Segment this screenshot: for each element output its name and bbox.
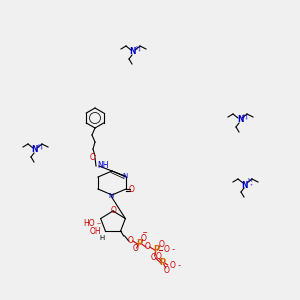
Text: O: O bbox=[164, 266, 169, 275]
Text: O: O bbox=[151, 254, 157, 262]
Text: HO: HO bbox=[83, 218, 95, 227]
Text: N: N bbox=[130, 47, 136, 56]
Text: ⁺: ⁺ bbox=[138, 50, 141, 56]
Text: P: P bbox=[136, 239, 143, 248]
Text: O: O bbox=[129, 184, 135, 194]
Text: N: N bbox=[122, 173, 128, 179]
Text: O: O bbox=[141, 234, 147, 243]
Text: ⁺: ⁺ bbox=[250, 184, 253, 188]
Text: P: P bbox=[154, 245, 160, 254]
Text: O: O bbox=[145, 242, 151, 251]
Text: N: N bbox=[108, 193, 114, 199]
Text: N: N bbox=[242, 181, 248, 190]
Text: N: N bbox=[32, 146, 38, 154]
Text: H: H bbox=[38, 143, 42, 148]
Text: H: H bbox=[136, 46, 140, 50]
Text: O: O bbox=[133, 244, 139, 253]
Text: P: P bbox=[160, 258, 166, 267]
Text: H: H bbox=[99, 235, 105, 241]
Text: N: N bbox=[237, 116, 243, 124]
Text: ⁺: ⁺ bbox=[40, 148, 43, 154]
Text: O: O bbox=[159, 240, 165, 249]
Text: O: O bbox=[111, 206, 117, 215]
Text: O -: O - bbox=[164, 245, 175, 254]
Text: O -: O - bbox=[169, 261, 181, 270]
Text: OH: OH bbox=[89, 227, 101, 236]
Text: H: H bbox=[248, 178, 252, 184]
Text: O: O bbox=[128, 236, 134, 245]
Text: O: O bbox=[90, 154, 96, 163]
Text: H: H bbox=[242, 113, 247, 119]
Text: O: O bbox=[156, 252, 162, 261]
Text: NH: NH bbox=[97, 161, 109, 170]
Text: ⁺: ⁺ bbox=[245, 118, 248, 124]
